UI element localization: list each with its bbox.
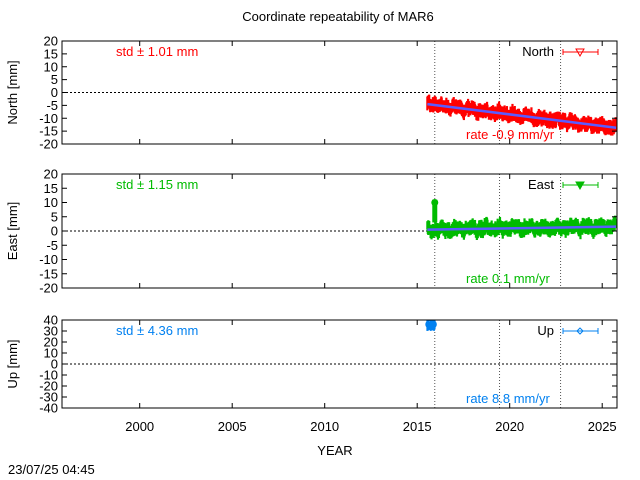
ytick-label-north: 20 [44,34,58,49]
ytick-label-up: 40 [44,313,58,328]
ytick-label-east: 10 [44,195,58,210]
ytick-label-east: -15 [39,266,58,281]
xtick-label: 2020 [495,419,524,434]
ylabel-east: East [mm] [5,202,20,261]
data-series-north [426,94,617,136]
ytick-label-north: -15 [39,124,58,139]
trend-line-north [427,102,617,129]
xtick-label: 2010 [310,419,339,434]
ytick-label-north: 0 [51,85,58,100]
std-label-up: std ± 4.36 mm [116,323,198,338]
ytick-label-east: -5 [46,238,58,253]
ytick-label-up: -10 [39,368,58,383]
legend-marker-east [575,181,585,191]
panel-north [61,40,618,145]
legend-label-north: North [522,44,554,59]
panel-up [61,319,618,409]
ytick-label-east: 15 [44,181,58,196]
xlabel: YEAR [317,443,352,458]
ytick-label-north: -5 [46,98,58,113]
trend-line-east [427,225,617,231]
chart-title: Coordinate repeatability of MAR6 [242,9,434,24]
xtick-label: 2025 [588,419,617,434]
ylabel-up: Up [mm] [5,339,20,388]
legend-label-east: East [528,177,554,192]
ytick-label-up: 30 [44,324,58,339]
ytick-label-north: 10 [44,59,58,74]
ytick-label-up: -40 [39,401,58,416]
legend-marker-up [576,327,584,335]
data-series-up [425,320,437,331]
ytick-label-north: -10 [39,111,58,126]
data-spike-marker-east [431,199,439,206]
ytick-label-north: -20 [39,137,58,152]
timestamp: 23/07/25 04:45 [8,462,95,477]
xtick-label: 2005 [218,419,247,434]
ytick-label-east: -10 [39,252,58,267]
ytick-label-up: 0 [51,357,58,372]
std-label-east: std ± 1.15 mm [116,177,198,192]
ytick-label-east: 20 [44,167,58,182]
ytick-label-north: 5 [51,72,58,87]
ytick-label-up: 10 [44,346,58,361]
data-series-east [426,199,617,241]
rate-label-east: rate 0.1 mm/yr [466,271,550,286]
legend-marker-north [575,48,585,58]
rate-label-north: rate -0.9 mm/yr [466,127,555,142]
ytick-label-east: 0 [51,224,58,239]
ytick-label-up: -20 [39,379,58,394]
rate-label-up: rate 8.8 mm/yr [466,391,550,406]
ytick-label-up: -30 [39,390,58,405]
legend-label-up: Up [537,323,554,338]
ytick-label-north: 15 [44,46,58,61]
std-label-north: std ± 1.01 mm [116,44,198,59]
ylabel-north: North [mm] [5,60,20,124]
ytick-label-up: 20 [44,335,58,350]
ytick-label-east: 5 [51,209,58,224]
xtick-label: 2015 [403,419,432,434]
xtick-label: 2000 [125,419,154,434]
ytick-label-east: -20 [39,281,58,296]
panel-east [61,173,618,289]
